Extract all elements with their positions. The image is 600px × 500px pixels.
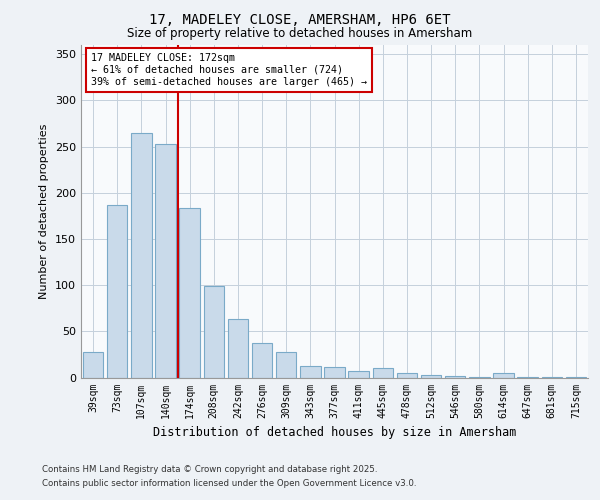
Bar xyxy=(469,376,490,378)
Bar xyxy=(517,376,538,378)
Bar xyxy=(349,371,369,378)
Bar xyxy=(252,344,272,378)
Text: 17 MADELEY CLOSE: 172sqm
← 61% of detached houses are smaller (724)
39% of semi-: 17 MADELEY CLOSE: 172sqm ← 61% of detach… xyxy=(91,54,367,86)
Bar xyxy=(445,376,466,378)
Text: Contains HM Land Registry data © Crown copyright and database right 2025.: Contains HM Land Registry data © Crown c… xyxy=(42,466,377,474)
Text: 17, MADELEY CLOSE, AMERSHAM, HP6 6ET: 17, MADELEY CLOSE, AMERSHAM, HP6 6ET xyxy=(149,12,451,26)
Bar xyxy=(300,366,320,378)
Bar xyxy=(83,352,103,378)
Text: Contains public sector information licensed under the Open Government Licence v3: Contains public sector information licen… xyxy=(42,479,416,488)
Bar xyxy=(542,376,562,378)
Bar xyxy=(227,320,248,378)
Bar xyxy=(107,205,127,378)
Bar xyxy=(493,373,514,378)
Bar xyxy=(179,208,200,378)
Bar xyxy=(324,368,345,378)
Bar xyxy=(397,373,417,378)
X-axis label: Distribution of detached houses by size in Amersham: Distribution of detached houses by size … xyxy=(153,426,516,439)
Y-axis label: Number of detached properties: Number of detached properties xyxy=(40,124,49,299)
Text: Size of property relative to detached houses in Amersham: Size of property relative to detached ho… xyxy=(127,28,473,40)
Bar xyxy=(155,144,176,378)
Bar xyxy=(566,376,586,378)
Bar xyxy=(203,286,224,378)
Bar xyxy=(373,368,393,378)
Bar xyxy=(421,374,442,378)
Bar xyxy=(131,132,152,378)
Bar xyxy=(276,352,296,378)
